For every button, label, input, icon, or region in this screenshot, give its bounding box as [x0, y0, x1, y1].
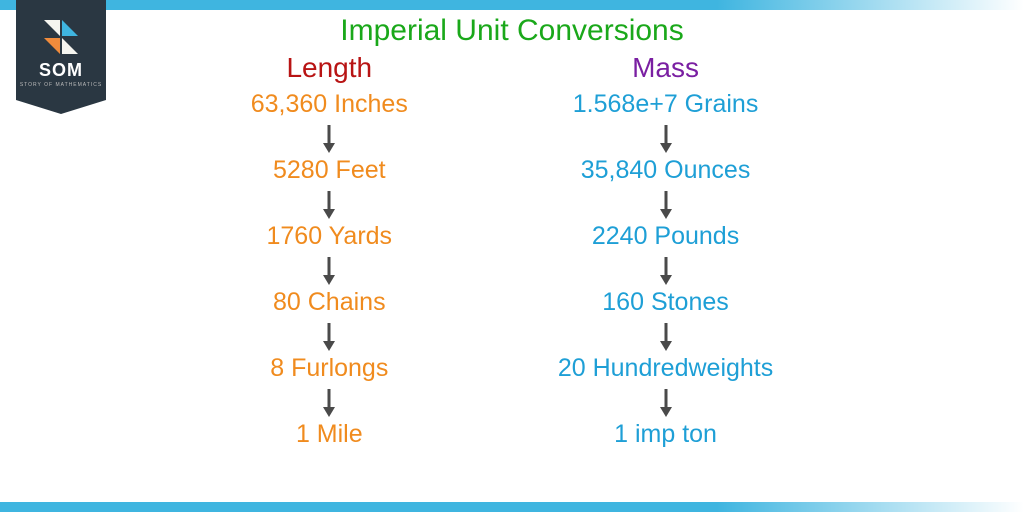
- down-arrow-icon: [321, 255, 337, 285]
- down-arrow-icon: [321, 321, 337, 351]
- conversion-item: 8 Furlongs: [270, 354, 388, 383]
- top-accent-bar: [0, 0, 1024, 10]
- down-arrow-icon: [658, 255, 674, 285]
- conversion-item: 5280 Feet: [273, 156, 386, 185]
- down-arrow-icon: [658, 321, 674, 351]
- conversion-item: 160 Stones: [602, 288, 729, 317]
- conversion-item: 20 Hundredweights: [558, 354, 773, 383]
- conversion-item: 1 Mile: [296, 420, 363, 449]
- down-arrow-icon: [321, 123, 337, 153]
- conversion-item: 35,840 Ounces: [581, 156, 751, 185]
- conversion-item: 80 Chains: [273, 288, 386, 317]
- bottom-accent-bar: [0, 502, 1024, 512]
- down-arrow-icon: [658, 387, 674, 417]
- down-arrow-icon: [658, 189, 674, 219]
- conversion-item: 1 imp ton: [614, 420, 717, 449]
- conversion-item: 63,360 Inches: [251, 90, 408, 119]
- down-arrow-icon: [658, 123, 674, 153]
- columns-container: Length 63,360 Inches 5280 Feet 1760 Yards 80…: [251, 52, 774, 449]
- conversion-item: 1.568e+7 Grains: [573, 90, 759, 119]
- down-arrow-icon: [321, 189, 337, 219]
- down-arrow-icon: [321, 387, 337, 417]
- column-header-mass: Mass: [632, 52, 699, 84]
- column-length: Length 63,360 Inches 5280 Feet 1760 Yards 80…: [251, 52, 408, 449]
- content: Imperial Unit Conversions Length 63,360 I…: [0, 14, 1024, 449]
- page-title: Imperial Unit Conversions: [340, 14, 683, 48]
- column-header-length: Length: [286, 52, 372, 84]
- conversion-item: 1760 Yards: [267, 222, 393, 251]
- conversion-item: 2240 Pounds: [592, 222, 739, 251]
- column-mass: Mass 1.568e+7 Grains 35,840 Ounces 2240 Pou…: [558, 52, 773, 449]
